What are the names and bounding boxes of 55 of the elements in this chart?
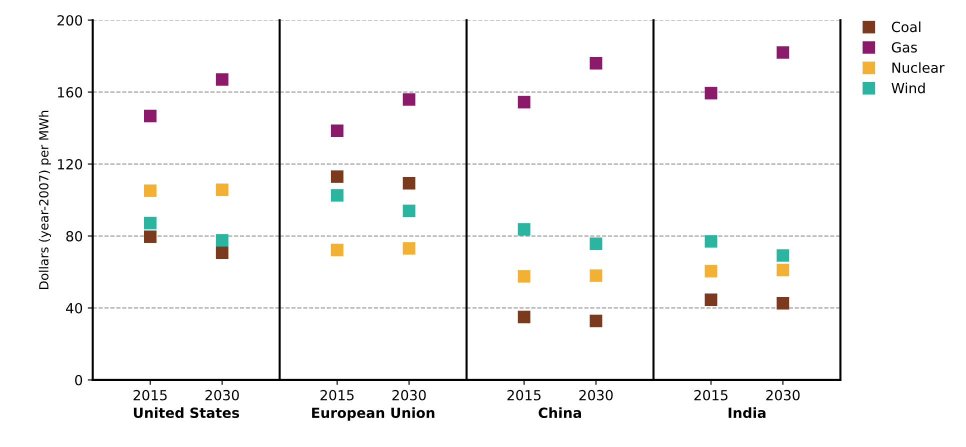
point <box>330 170 344 183</box>
x-axis-title: European Union <box>312 407 434 421</box>
point <box>330 124 344 138</box>
x-axis-title: India <box>728 407 766 418</box>
y-tick-label: 0 <box>75 374 82 386</box>
x-tick-label: 2030 <box>205 390 239 400</box>
point <box>518 270 530 283</box>
x-tick-label: 2015 <box>694 390 728 400</box>
y-tick-label: 160 <box>58 87 82 98</box>
point <box>518 310 530 324</box>
x-tick-label: 2030 <box>579 390 613 400</box>
legend-label: Wind <box>892 82 925 94</box>
point <box>518 96 530 108</box>
point <box>330 189 344 202</box>
point <box>704 235 718 248</box>
x-tick-label: 2030 <box>392 390 426 400</box>
y-tick-label: 80 <box>66 230 82 242</box>
point <box>216 184 228 196</box>
point <box>590 57 602 70</box>
point <box>402 242 416 255</box>
x-tick-label: 2030 <box>766 390 800 400</box>
point <box>216 234 228 247</box>
point <box>518 223 530 236</box>
legend-label: Coal <box>892 21 920 32</box>
point <box>144 184 156 197</box>
point <box>144 216 156 230</box>
point <box>704 264 718 278</box>
point <box>402 177 416 190</box>
point <box>590 238 602 250</box>
point <box>776 297 790 310</box>
y-tick-label: 40 <box>66 302 82 314</box>
point <box>704 86 718 100</box>
point <box>402 204 416 218</box>
y-tick-label: 200 <box>58 15 82 26</box>
x-axis-title: United States <box>134 407 240 418</box>
y-tick-label: 120 <box>58 159 82 170</box>
point <box>330 244 344 256</box>
point <box>216 73 228 86</box>
point <box>590 269 602 282</box>
point <box>704 293 718 306</box>
x-tick-label: 2015 <box>134 390 167 400</box>
y-axis-title: Dollars (year-2007) per MWh <box>38 110 51 290</box>
legend-label: Nuclear <box>892 62 945 73</box>
x-axis-title: China <box>538 407 581 418</box>
point <box>144 230 156 243</box>
point <box>776 46 790 59</box>
point <box>216 246 228 259</box>
point <box>776 249 790 262</box>
point <box>776 264 790 276</box>
point <box>402 93 416 106</box>
legend-label: Gas <box>892 42 917 53</box>
x-tick-label: 2015 <box>507 390 541 400</box>
x-tick-label: 2015 <box>320 390 354 400</box>
point <box>144 110 156 122</box>
point <box>590 314 602 328</box>
